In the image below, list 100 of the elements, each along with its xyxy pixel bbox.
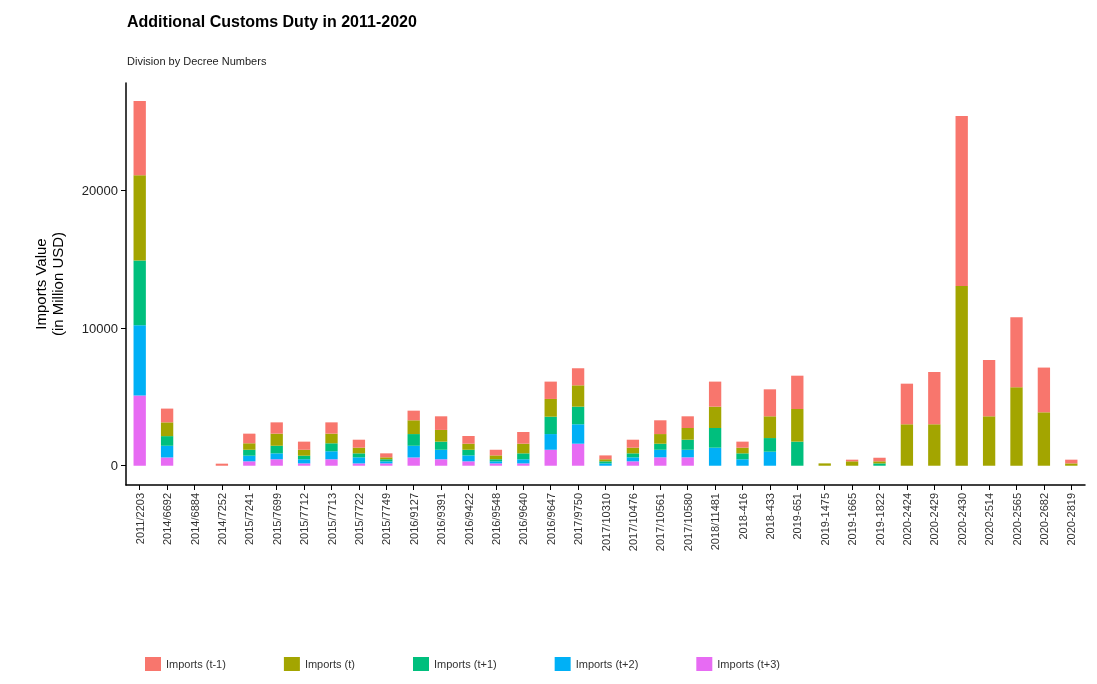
bar xyxy=(407,434,420,446)
bar xyxy=(133,100,146,176)
bar xyxy=(955,285,968,466)
x-tick-label: 2020-2682 xyxy=(1037,493,1050,546)
bar xyxy=(325,422,338,434)
x-tick-label: 2014/6884 xyxy=(188,493,201,545)
bar xyxy=(133,325,146,396)
bar xyxy=(544,416,557,435)
bar xyxy=(407,445,420,458)
bar xyxy=(517,443,530,454)
bar xyxy=(791,441,804,466)
x-tick-label: 2019-651 xyxy=(791,493,804,540)
bar xyxy=(654,434,667,444)
x-tick-label: 2016/9127 xyxy=(407,493,420,545)
bar xyxy=(900,383,914,425)
bar xyxy=(434,429,448,442)
bar xyxy=(352,463,366,466)
bar xyxy=(133,395,146,466)
bar xyxy=(845,461,859,466)
x-tick-label: 2015/7722 xyxy=(352,493,365,545)
bar xyxy=(325,433,338,444)
x-tick-label: 2016/9640 xyxy=(517,493,530,545)
bar xyxy=(791,409,804,442)
x-tick-label: 2016/9548 xyxy=(489,493,502,545)
x-tick-label: 2019-1822 xyxy=(873,493,886,546)
bar xyxy=(708,381,722,407)
x-tick-label: 2020-2424 xyxy=(900,493,913,546)
x-tick-label: 2020-2514 xyxy=(983,493,996,546)
bar xyxy=(434,416,448,430)
bar xyxy=(160,408,174,423)
bar xyxy=(571,424,585,444)
bar xyxy=(1037,367,1051,413)
bar xyxy=(763,438,777,452)
bar xyxy=(599,455,612,460)
x-tick-label: 2017/10310 xyxy=(599,493,612,552)
bar xyxy=(297,459,311,464)
bar xyxy=(243,443,256,450)
chart-subtitle: Division by Decree Numbers xyxy=(127,54,267,67)
bar xyxy=(708,447,722,466)
x-tick-label: 2014/7252 xyxy=(215,493,228,545)
x-tick-label: 2017/9750 xyxy=(572,493,585,545)
x-tick-label: 2019-1665 xyxy=(846,493,859,546)
bar xyxy=(544,398,557,417)
x-tick-label: 2019-1475 xyxy=(818,493,831,546)
bar xyxy=(544,434,557,450)
bar xyxy=(215,463,229,466)
bar xyxy=(571,385,585,407)
bar xyxy=(955,116,968,286)
chart-title: Additional Customs Duty in 2011-2020 xyxy=(127,12,417,30)
y-tick-label: 20000 xyxy=(81,182,118,198)
bar xyxy=(352,453,366,458)
bar xyxy=(462,435,475,444)
bar xyxy=(325,459,338,466)
x-tick-label: 2018-433 xyxy=(763,493,776,540)
bar xyxy=(626,453,640,458)
bar xyxy=(544,449,557,466)
bar xyxy=(270,445,283,454)
bar xyxy=(571,443,585,466)
bar xyxy=(1037,412,1051,466)
bar xyxy=(243,433,256,444)
bar xyxy=(654,443,667,450)
bar xyxy=(626,457,640,462)
y-tick-label: 0 xyxy=(110,458,118,474)
x-tick-label: 2018-416 xyxy=(736,493,749,540)
bar xyxy=(1010,317,1023,388)
bar xyxy=(517,432,530,444)
bar xyxy=(818,463,831,466)
bar xyxy=(517,463,530,466)
bar xyxy=(681,449,694,458)
bar xyxy=(297,441,311,450)
bar xyxy=(243,449,256,456)
x-tick-label: 2020-2565 xyxy=(1010,493,1023,546)
bar xyxy=(462,455,475,462)
x-tick-label: 2020-2819 xyxy=(1065,493,1078,546)
bar xyxy=(928,371,941,425)
bar xyxy=(736,459,749,466)
bar xyxy=(654,457,667,466)
bar xyxy=(407,420,420,435)
x-tick-label: 2016/9647 xyxy=(544,493,557,545)
bar xyxy=(325,443,338,452)
bar xyxy=(736,441,749,448)
bar xyxy=(1010,387,1023,466)
bar xyxy=(160,457,174,466)
bar xyxy=(544,381,557,399)
bar xyxy=(407,410,420,421)
bar xyxy=(763,451,777,466)
bar xyxy=(160,422,174,437)
bar xyxy=(133,260,146,326)
y-axis-title: Imports Value (in Million USD) xyxy=(32,231,66,337)
bar xyxy=(270,459,283,466)
bar xyxy=(462,449,475,456)
bar xyxy=(1065,463,1078,466)
bar xyxy=(325,451,338,460)
bar xyxy=(489,455,503,460)
bar xyxy=(434,459,448,466)
bar xyxy=(900,424,914,466)
bar xyxy=(982,359,996,417)
bar xyxy=(352,439,366,448)
bar xyxy=(270,453,283,460)
bar xyxy=(681,416,694,428)
